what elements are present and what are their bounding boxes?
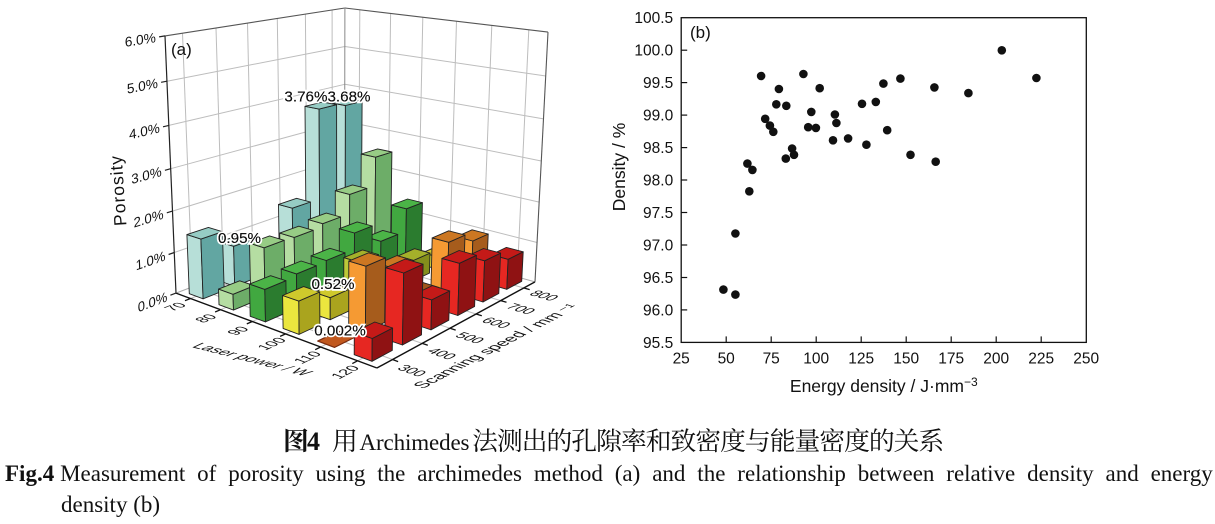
svg-text:400: 400 [423,346,460,362]
svg-text:98.0: 98.0 [643,173,674,190]
svg-text:80: 80 [192,313,222,325]
svg-text:5.0%: 5.0% [127,76,159,97]
svg-text:125: 125 [848,350,874,367]
svg-text:98.5: 98.5 [643,140,673,157]
svg-text:50: 50 [718,350,736,367]
svg-text:0.002%: 0.002% [314,323,366,340]
svg-text:3.76%3.68%: 3.76%3.68% [284,89,370,106]
svg-text:200: 200 [983,350,1009,367]
svg-text:96.0: 96.0 [643,302,674,319]
svg-text:0.95%: 0.95% [218,230,261,247]
svg-text:99.0: 99.0 [643,108,674,125]
svg-text:Porosity: Porosity [106,154,131,226]
svg-text:97.5: 97.5 [643,205,673,222]
svg-text:0.52%: 0.52% [311,276,354,293]
svg-text:6.0%: 6.0% [124,30,156,50]
svg-text:800: 800 [525,289,562,303]
svg-text:97.0: 97.0 [643,238,674,255]
svg-text:700: 700 [502,302,539,317]
svg-text:3.76%3.68%: 3.76%3.68% [284,89,370,106]
svg-text:100.0: 100.0 [634,43,673,60]
svg-text:Density / %: Density / % [609,123,629,212]
svg-text:225: 225 [1028,350,1054,367]
svg-text:90: 90 [224,325,254,337]
svg-text:150: 150 [893,350,919,367]
svg-text:70: 70 [161,301,191,312]
svg-text:0.002%: 0.002% [314,323,366,340]
svg-text:100: 100 [803,350,829,367]
svg-text:(a): (a) [171,40,192,59]
svg-text:96.5: 96.5 [643,270,673,287]
svg-text:95.5: 95.5 [643,335,673,352]
svg-text:600: 600 [477,316,514,331]
svg-text:4: 4 [307,427,320,456]
svg-text:Archimedes: Archimedes [360,430,470,455]
svg-text:1.0%: 1.0% [135,248,165,273]
svg-text:500: 500 [451,331,488,346]
svg-text:175: 175 [938,350,964,367]
svg-text:0.52%: 0.52% [311,276,354,293]
svg-text:4.0%: 4.0% [129,120,160,142]
svg-text:25: 25 [673,350,690,367]
svg-text:Energy density / J·mm−3: Energy density / J·mm−3 [790,375,978,396]
svg-text:120: 120 [328,364,364,381]
svg-text:110: 110 [290,350,326,366]
svg-text:(b): (b) [690,23,711,42]
svg-text:75: 75 [763,350,780,367]
svg-text:2.0%: 2.0% [133,207,164,231]
svg-text:0.95%: 0.95% [218,230,261,247]
svg-text:0.0%: 0.0% [138,289,168,315]
svg-text:100: 100 [254,336,291,352]
svg-text:100.5: 100.5 [634,10,673,27]
svg-text:99.5: 99.5 [643,75,673,92]
svg-text:250: 250 [1073,350,1099,367]
svg-text:3.0%: 3.0% [131,164,162,187]
